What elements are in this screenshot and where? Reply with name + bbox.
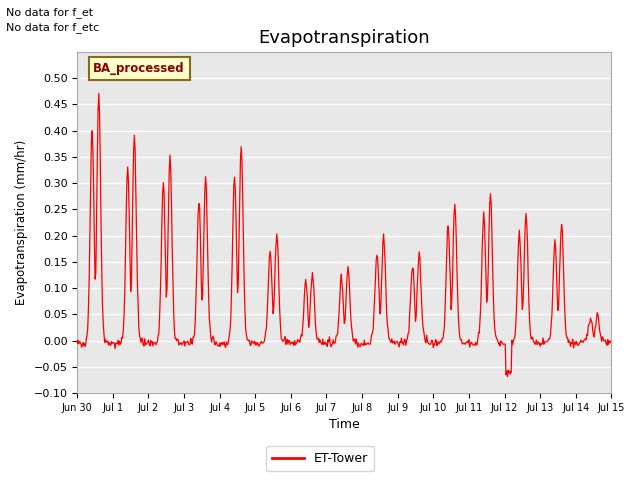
Text: No data for f_etc: No data for f_etc bbox=[6, 22, 100, 33]
Text: BA_processed: BA_processed bbox=[93, 62, 185, 75]
Y-axis label: Evapotranspiration (mm/hr): Evapotranspiration (mm/hr) bbox=[15, 140, 28, 305]
X-axis label: Time: Time bbox=[329, 419, 360, 432]
Text: No data for f_et: No data for f_et bbox=[6, 7, 93, 18]
Title: Evapotranspiration: Evapotranspiration bbox=[259, 29, 430, 48]
Legend: ET-Tower: ET-Tower bbox=[266, 446, 374, 471]
